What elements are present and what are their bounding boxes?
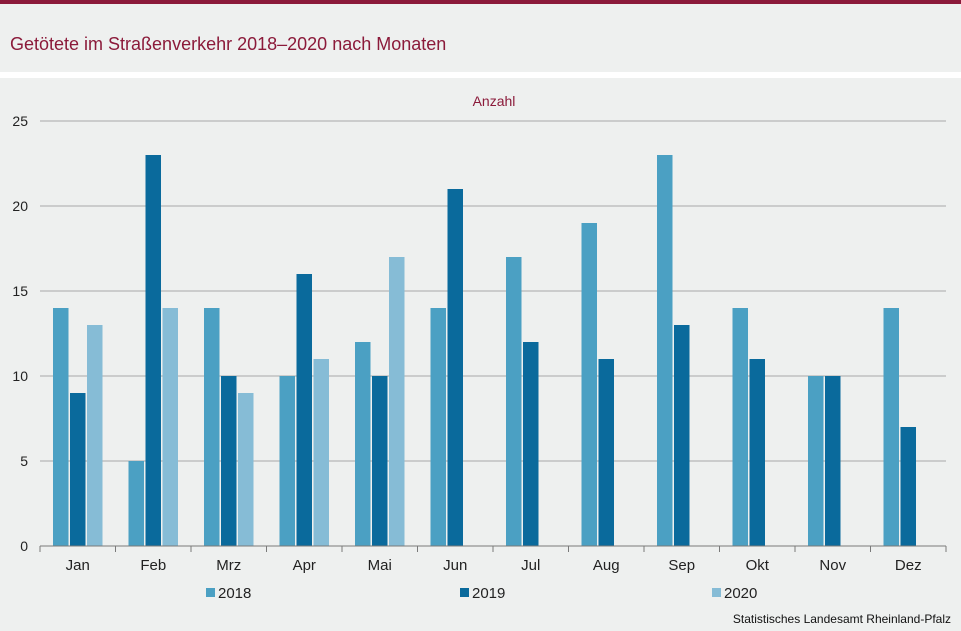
x-tick-label: Mai: [368, 557, 392, 574]
page-title: Getötete im Straßenverkehr 2018–2020 nac…: [10, 34, 447, 54]
bar-2019-dez: [900, 427, 916, 546]
bar-2020-mai: [389, 257, 405, 546]
bar-2020-apr: [313, 359, 329, 546]
bar-2018-feb: [128, 461, 144, 546]
legend-label-2019: 2019: [472, 585, 505, 602]
x-tick-label: Aug: [593, 557, 620, 574]
header-divider: [0, 72, 961, 78]
bar-2019-aug: [598, 359, 614, 546]
legend-label-2018: 2018: [218, 585, 251, 602]
bar-2020-feb: [162, 308, 178, 546]
x-tick-label: Mrz: [216, 557, 241, 574]
y-tick-label: 10: [12, 368, 28, 384]
legend-swatch-2018: [206, 588, 215, 597]
bar-2018-jan: [53, 308, 69, 546]
bar-2018-dez: [883, 308, 899, 546]
bar-2018-jul: [506, 257, 522, 546]
bar-2018-apr: [279, 376, 295, 546]
bar-2018-aug: [581, 223, 597, 546]
bar-2019-mai: [372, 376, 388, 546]
x-tick-label: Apr: [293, 557, 316, 574]
bar-2019-sep: [674, 325, 690, 546]
y-axis-label: Anzahl: [473, 93, 516, 109]
bar-2018-okt: [732, 308, 748, 546]
bar-2019-okt: [749, 359, 765, 546]
x-tick-label: Okt: [746, 557, 770, 574]
bar-2019-jul: [523, 342, 539, 546]
bar-2019-jun: [447, 189, 463, 546]
y-tick-label: 25: [12, 113, 28, 129]
y-tick-label: 5: [20, 453, 28, 469]
top-accent-bar: [0, 0, 961, 4]
bar-2019-mrz: [221, 376, 237, 546]
bar-2018-mai: [355, 342, 371, 546]
bar-2018-sep: [657, 155, 673, 546]
x-tick-label: Dez: [895, 557, 922, 574]
bar-2019-feb: [145, 155, 161, 546]
bar-2019-nov: [825, 376, 841, 546]
legend-label-2020: 2020: [724, 585, 757, 602]
x-tick-label: Sep: [668, 557, 695, 574]
x-tick-label: Jun: [443, 557, 467, 574]
bar-2019-jan: [70, 393, 86, 546]
source-note: Statistisches Landesamt Rheinland-Pfalz: [732, 612, 951, 626]
bar-2018-mrz: [204, 308, 220, 546]
x-tick-label: Feb: [140, 557, 166, 574]
y-tick-label: 20: [12, 198, 28, 214]
x-tick-label: Nov: [819, 557, 846, 574]
header: Getötete im Straßenverkehr 2018–2020 nac…: [0, 4, 961, 72]
legend-swatch-2020: [712, 588, 721, 597]
y-tick-label: 0: [20, 538, 28, 554]
legend-swatch-2019: [460, 588, 469, 597]
bar-2020-jan: [87, 325, 103, 546]
y-tick-label: 15: [12, 283, 28, 299]
bar-2018-jun: [430, 308, 446, 546]
bar-2019-apr: [296, 274, 312, 546]
bar-2020-mrz: [238, 393, 254, 546]
x-tick-label: Jan: [66, 557, 90, 574]
bar-2018-nov: [808, 376, 824, 546]
x-tick-label: Jul: [521, 557, 540, 574]
